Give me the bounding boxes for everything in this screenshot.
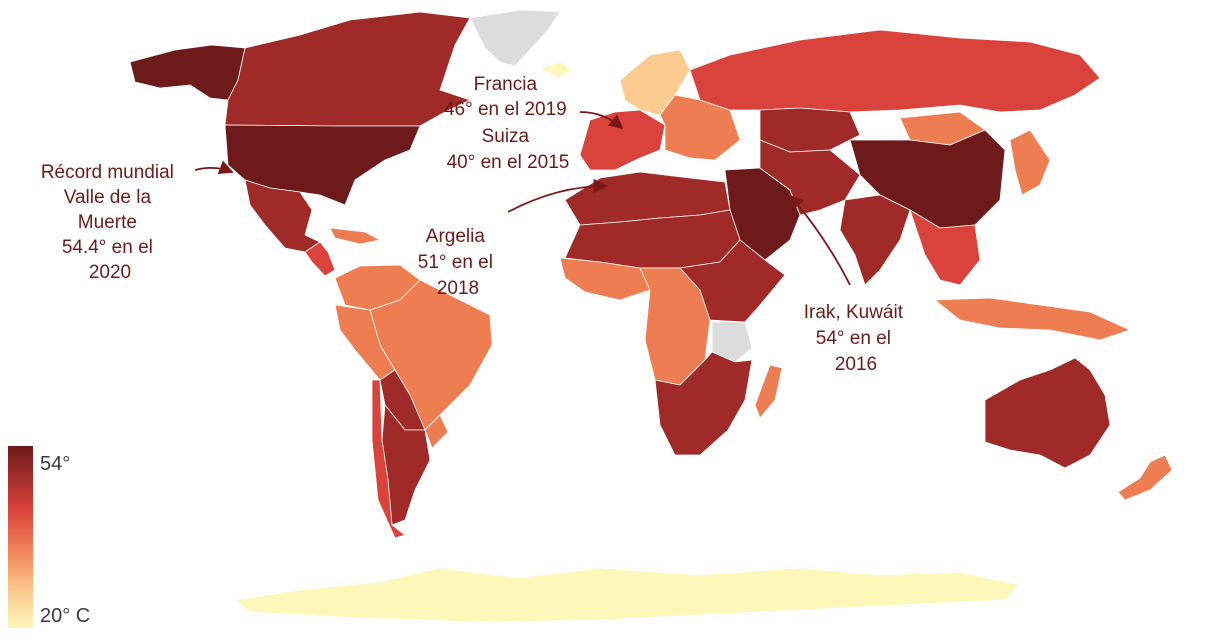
region-antarctica[interactable]: [234, 567, 1021, 623]
region-kazakhstan[interactable]: [759, 107, 861, 153]
annotation-line: 54.4° en el: [62, 237, 153, 258]
annotation-line: 2020: [89, 262, 131, 283]
annotation-line: Récord mundial: [41, 162, 174, 183]
region-chile[interactable]: [371, 379, 406, 539]
color-legend: 54° 20° C: [8, 446, 90, 628]
iraq-annotation-arrow: [788, 194, 851, 286]
region-russia[interactable]: [689, 29, 1101, 113]
annotation-line: Francia: [474, 74, 538, 95]
algeria-annotation: Argelia 51° en el 2018: [418, 226, 499, 299]
region-southern-africa[interactable]: [654, 351, 753, 456]
annotation-line: Valle de la: [64, 187, 152, 208]
region-western-europe[interactable]: [579, 109, 666, 171]
annotation-line: 51° en el: [418, 252, 493, 273]
region-eastern-europe[interactable]: [659, 94, 741, 161]
annotation-line: 54° en el: [816, 328, 891, 349]
region-canada[interactable]: [224, 11, 471, 127]
iraq-annotation: Irak, Kuwáit 54° en el 2016: [804, 302, 909, 375]
region-new-zealand[interactable]: [1117, 454, 1173, 501]
legend-gradient-bar: [8, 446, 33, 628]
region-china[interactable]: [849, 129, 1006, 229]
annotation-line: 2018: [437, 278, 479, 299]
region-southeast-asia[interactable]: [909, 209, 981, 286]
region-east-africa[interactable]: [679, 239, 786, 323]
region-central-america[interactable]: [304, 241, 336, 277]
region-tanzania[interactable]: [711, 321, 753, 363]
usa-annotation-arrow: [194, 160, 234, 175]
region-caribbean[interactable]: [329, 227, 381, 245]
region-madagascar[interactable]: [754, 364, 783, 419]
france-annotation-arrow: [579, 111, 624, 130]
annotation-line: Muerte: [78, 212, 137, 233]
region-greenland[interactable]: [469, 9, 561, 67]
annotation-line: 2016: [835, 354, 877, 375]
annotation-line: Argelia: [426, 226, 486, 247]
region-uruguay[interactable]: [424, 414, 449, 449]
annotation-line: Suiza: [482, 126, 530, 147]
region-japan-korea[interactable]: [1009, 129, 1051, 196]
region-west-africa[interactable]: [559, 257, 651, 301]
region-alaska[interactable]: [129, 44, 246, 101]
annotation-line: 40° en el 2015: [447, 152, 570, 173]
algeria-annotation-arrow: [507, 178, 608, 213]
region-iceland[interactable]: [539, 61, 573, 79]
region-iran-central-asia[interactable]: [759, 139, 861, 216]
annotation-line: 46° en el 2019: [444, 99, 567, 120]
region-australia[interactable]: [984, 357, 1111, 469]
region-indonesia[interactable]: [934, 297, 1131, 341]
annotation-line: Irak, Kuwáit: [804, 302, 904, 323]
legend-max-label: 54°: [40, 453, 70, 475]
region-india[interactable]: [839, 194, 911, 286]
france-annotation: Francia 46° en el 2019 Suiza 40° en el 2…: [444, 74, 572, 173]
usa-annotation: Récord mundial Valle de la Muerte 54.4° …: [41, 162, 179, 283]
legend-min-label: 20° C: [40, 605, 90, 627]
